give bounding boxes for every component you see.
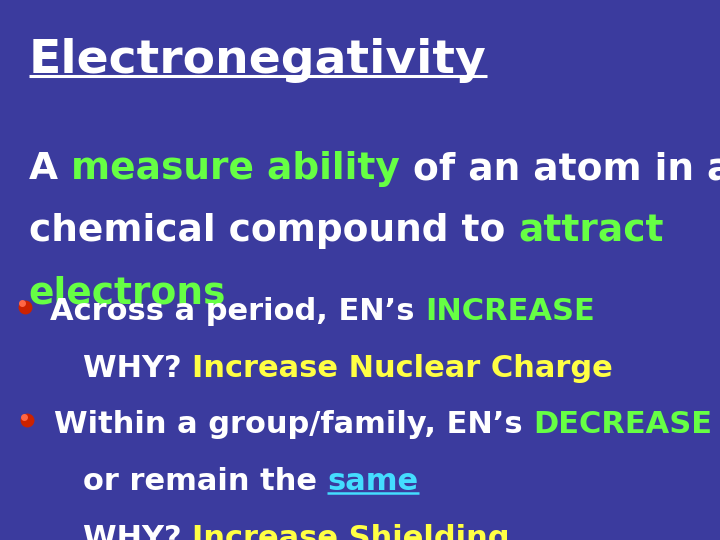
Text: INCREASE: INCREASE [426, 297, 595, 326]
Text: same: same [328, 467, 418, 496]
Text: attract: attract [518, 213, 664, 249]
Text: DECREASE: DECREASE [534, 410, 712, 440]
Text: Within a group/family, EN’s: Within a group/family, EN’s [54, 410, 534, 440]
Text: Increase Nuclear Charge: Increase Nuclear Charge [192, 354, 613, 383]
Text: Electronegativity: Electronegativity [29, 38, 487, 83]
Text: or remain the: or remain the [83, 467, 328, 496]
Text: WHY?: WHY? [83, 354, 192, 383]
Text: WHY?: WHY? [83, 524, 192, 540]
Text: of an atom in a: of an atom in a [400, 151, 720, 187]
Text: Increase Shielding: Increase Shielding [192, 524, 510, 540]
Text: chemical compound to: chemical compound to [29, 213, 518, 249]
Text: A: A [29, 151, 71, 187]
Text: Across a period, EN’s: Across a period, EN’s [50, 297, 426, 326]
Text: measure ability: measure ability [71, 151, 400, 187]
Text: electrons: electrons [29, 275, 226, 312]
